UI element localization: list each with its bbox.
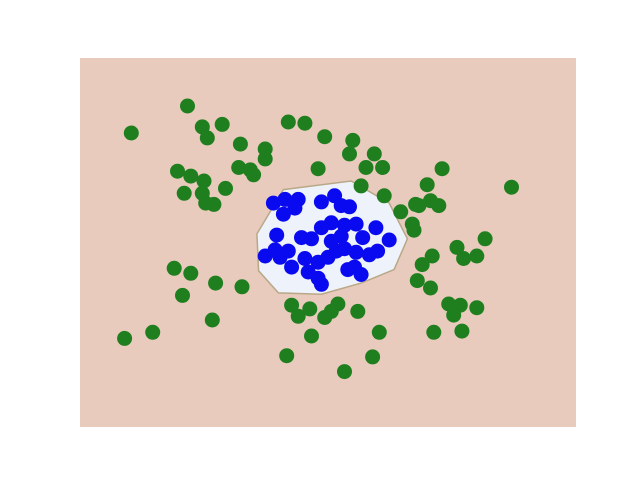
data-point — [206, 196, 222, 212]
data-point — [375, 160, 391, 175]
data-point — [279, 348, 295, 364]
data-point — [257, 248, 273, 264]
data-point — [337, 364, 352, 380]
data-point — [337, 241, 352, 257]
data-point — [199, 130, 215, 146]
data-point — [231, 160, 247, 175]
data-point — [294, 230, 309, 246]
data-point — [284, 297, 300, 313]
data-point — [196, 173, 212, 189]
data-point — [371, 324, 387, 340]
data-point — [277, 191, 293, 207]
data-point — [345, 132, 361, 148]
data-point — [350, 303, 366, 319]
data-point — [269, 227, 285, 243]
data-point — [170, 163, 185, 179]
data-point — [257, 141, 273, 157]
data-point — [426, 324, 442, 340]
data-point — [477, 231, 493, 247]
data-point — [353, 267, 369, 282]
data-point — [265, 195, 281, 211]
data-point — [313, 194, 329, 210]
data-point — [246, 167, 262, 183]
data-point — [280, 243, 296, 259]
data-point — [358, 160, 374, 175]
data-point — [145, 324, 161, 340]
data-point — [304, 328, 319, 344]
data-point — [414, 257, 430, 273]
data-point — [381, 232, 397, 248]
data-point — [419, 177, 435, 193]
data-point — [449, 239, 465, 255]
data-point — [348, 244, 364, 260]
data-point — [300, 264, 316, 280]
data-point — [313, 220, 329, 236]
data-point — [353, 178, 369, 194]
data-point — [446, 307, 462, 323]
data-point — [368, 220, 384, 236]
data-point — [218, 180, 233, 196]
data-point — [166, 260, 182, 276]
data-point — [454, 323, 470, 339]
data-point — [180, 98, 195, 114]
data-point — [317, 310, 333, 325]
data-point — [208, 275, 224, 291]
data-point — [411, 198, 427, 214]
data-point — [365, 349, 381, 365]
data-point — [355, 230, 371, 246]
data-point — [275, 206, 291, 222]
data-point — [234, 279, 250, 295]
data-point — [214, 116, 230, 132]
data-point — [313, 276, 329, 292]
data-point — [423, 280, 438, 296]
data-point — [393, 204, 409, 220]
data-point — [366, 146, 382, 162]
data-point — [176, 185, 192, 201]
data-point — [284, 259, 300, 275]
data-point — [469, 300, 485, 316]
data-point — [287, 200, 303, 216]
data-point — [232, 136, 248, 152]
data-point — [342, 146, 357, 162]
data-point — [376, 188, 392, 204]
data-point — [290, 308, 306, 324]
data-point — [280, 114, 296, 130]
data-point — [183, 168, 199, 184]
data-point — [117, 330, 133, 346]
data-point — [434, 161, 450, 177]
data-point — [310, 161, 326, 177]
data-point — [123, 125, 139, 141]
data-point — [302, 301, 318, 317]
data-point — [297, 115, 313, 131]
data-point — [431, 198, 447, 214]
data-point — [348, 216, 364, 232]
data-point — [409, 273, 425, 289]
data-point — [504, 179, 519, 195]
data-point — [297, 251, 313, 266]
data-point — [183, 265, 199, 281]
data-point — [175, 287, 190, 303]
points-layer — [117, 98, 519, 380]
data-point — [317, 129, 333, 145]
data-point — [424, 248, 440, 264]
data-point — [204, 312, 220, 328]
data-point — [342, 199, 357, 215]
data-point — [406, 222, 422, 238]
data-point — [469, 248, 485, 264]
data-point — [370, 243, 386, 259]
data-point — [456, 251, 472, 266]
